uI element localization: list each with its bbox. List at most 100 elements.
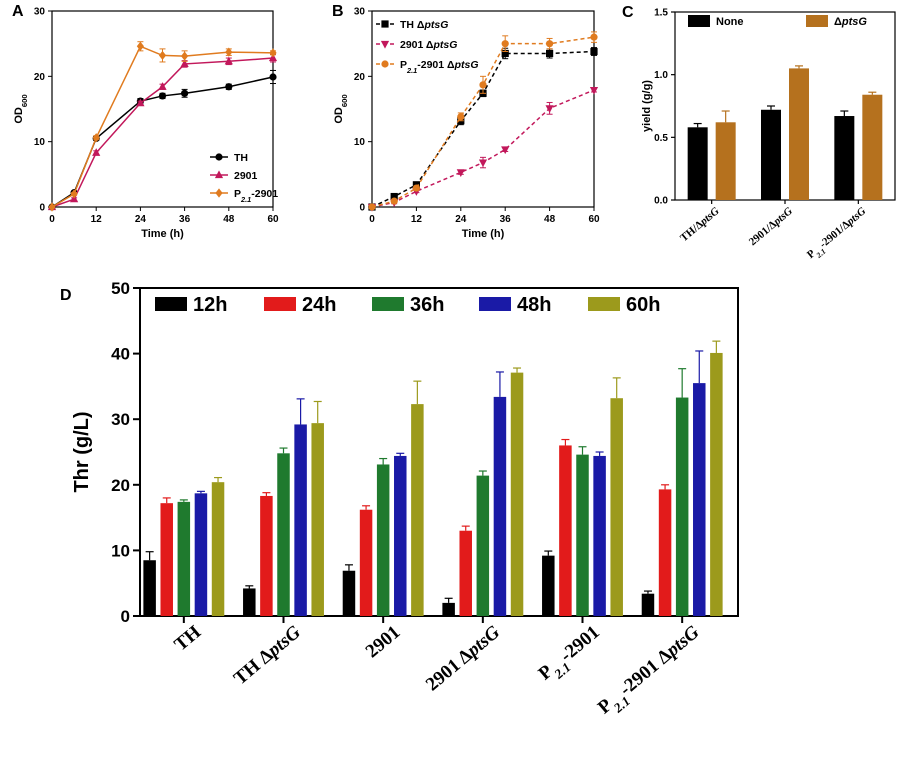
legend-item: 24h bbox=[264, 294, 336, 316]
y-tick-label: 40 bbox=[111, 345, 130, 364]
data-point bbox=[92, 133, 100, 143]
data-point bbox=[158, 92, 167, 100]
panel-label: D bbox=[60, 287, 72, 304]
x-axis-title: Time (h) bbox=[462, 228, 505, 240]
x-tick-label: 48 bbox=[544, 214, 556, 225]
legend-marker bbox=[214, 170, 224, 179]
x-tick-label: 60 bbox=[267, 214, 279, 225]
bar bbox=[715, 122, 736, 200]
data-point bbox=[92, 148, 101, 156]
bar bbox=[834, 116, 855, 200]
bar bbox=[576, 454, 589, 616]
legend-name: 2901 bbox=[234, 170, 258, 182]
legend-swatch bbox=[264, 297, 296, 311]
data-point bbox=[456, 169, 465, 177]
data-point bbox=[590, 47, 598, 56]
legend-gene: ptsG bbox=[423, 19, 448, 31]
series-2 bbox=[368, 31, 598, 211]
y-tick-label: 30 bbox=[34, 7, 46, 18]
category-mid: -2901 Δ bbox=[616, 645, 676, 700]
y-axis-title-sub: 600 bbox=[20, 94, 29, 107]
bar bbox=[710, 352, 723, 616]
series-2 bbox=[48, 41, 277, 212]
legend-suffix: -2901 bbox=[417, 59, 447, 71]
legend-item: P2.1-2901 ΔptsG bbox=[376, 59, 478, 75]
x-tick-label: 48 bbox=[223, 214, 235, 225]
bar bbox=[143, 560, 156, 616]
plot-frame bbox=[674, 11, 896, 201]
bar bbox=[277, 453, 290, 616]
y-tick-label: 1.0 bbox=[654, 70, 668, 81]
data-point bbox=[225, 83, 233, 91]
legend-delta: Δ bbox=[426, 39, 434, 51]
legend-subscript: 2.1 bbox=[406, 66, 417, 75]
x-tick-label: 0 bbox=[369, 214, 375, 225]
legend-swatch bbox=[479, 297, 511, 311]
category-prefix: 2901 bbox=[362, 622, 405, 663]
bar bbox=[243, 588, 256, 616]
series-1 bbox=[367, 86, 599, 212]
legend-label: 2901 bbox=[234, 170, 258, 182]
bar bbox=[687, 127, 708, 200]
x-category-label: TH ΔptsG bbox=[230, 622, 305, 690]
data-point bbox=[181, 89, 189, 97]
bar bbox=[610, 398, 623, 616]
data-point bbox=[48, 202, 56, 212]
bar bbox=[442, 602, 455, 616]
legend-name: P bbox=[234, 188, 241, 200]
legend-marker bbox=[381, 20, 389, 28]
y-tick-label: 10 bbox=[34, 137, 46, 148]
legend-label: 48h bbox=[517, 294, 551, 316]
bar bbox=[411, 404, 424, 616]
bar bbox=[693, 383, 706, 616]
y-tick-label: 0 bbox=[121, 607, 130, 626]
bar bbox=[493, 396, 507, 616]
data-point bbox=[412, 184, 420, 192]
bar bbox=[194, 493, 208, 616]
plot-frame bbox=[51, 10, 274, 208]
legend-item: None bbox=[688, 15, 744, 28]
bar bbox=[342, 570, 356, 616]
series-4 bbox=[211, 340, 723, 616]
legend-label: 12h bbox=[193, 294, 227, 316]
data-point bbox=[70, 189, 78, 199]
legend-label: P2.1-2901 ΔptsG bbox=[400, 59, 478, 75]
x-category-label: 2901 bbox=[362, 622, 405, 663]
series-0 bbox=[143, 550, 655, 616]
x-category-label: TH/ΔptsG bbox=[678, 205, 721, 244]
bar bbox=[559, 445, 572, 616]
bar bbox=[459, 530, 472, 616]
y-axis-title: OD600 bbox=[333, 94, 349, 123]
x-tick-label: 12 bbox=[91, 214, 103, 225]
y-tick-label: 1.5 bbox=[654, 8, 668, 19]
bar bbox=[675, 397, 689, 616]
x-tick-label: 36 bbox=[500, 214, 512, 225]
legend-swatch bbox=[588, 297, 620, 311]
series-line bbox=[371, 50, 595, 208]
legend-suffix: -2901 bbox=[251, 188, 278, 200]
x-category-label: P2.1-2901 ΔptsG bbox=[594, 622, 707, 723]
legend-item: TH ΔptsG bbox=[376, 19, 448, 31]
bar bbox=[260, 495, 273, 616]
bar bbox=[761, 109, 781, 200]
x-category-label: 2901 ΔptsG bbox=[422, 622, 504, 696]
y-tick-label: 0 bbox=[359, 203, 365, 214]
legend-item: ΔptsG bbox=[806, 15, 867, 28]
legend-name: 36h bbox=[410, 294, 444, 316]
y-axis-title-main: OD bbox=[333, 107, 345, 124]
legend-label: None bbox=[716, 16, 744, 28]
x-tick-label: 60 bbox=[588, 214, 600, 225]
legend-label: ΔptsG bbox=[834, 16, 867, 28]
bar bbox=[510, 372, 524, 616]
data-point bbox=[479, 81, 487, 89]
bar bbox=[476, 475, 490, 616]
bar bbox=[593, 455, 606, 616]
data-point bbox=[158, 82, 167, 90]
legend-delta: Δ bbox=[834, 16, 842, 28]
bar bbox=[862, 94, 883, 200]
legend-label: 2901 ΔptsG bbox=[400, 39, 457, 51]
series-line bbox=[51, 45, 274, 208]
